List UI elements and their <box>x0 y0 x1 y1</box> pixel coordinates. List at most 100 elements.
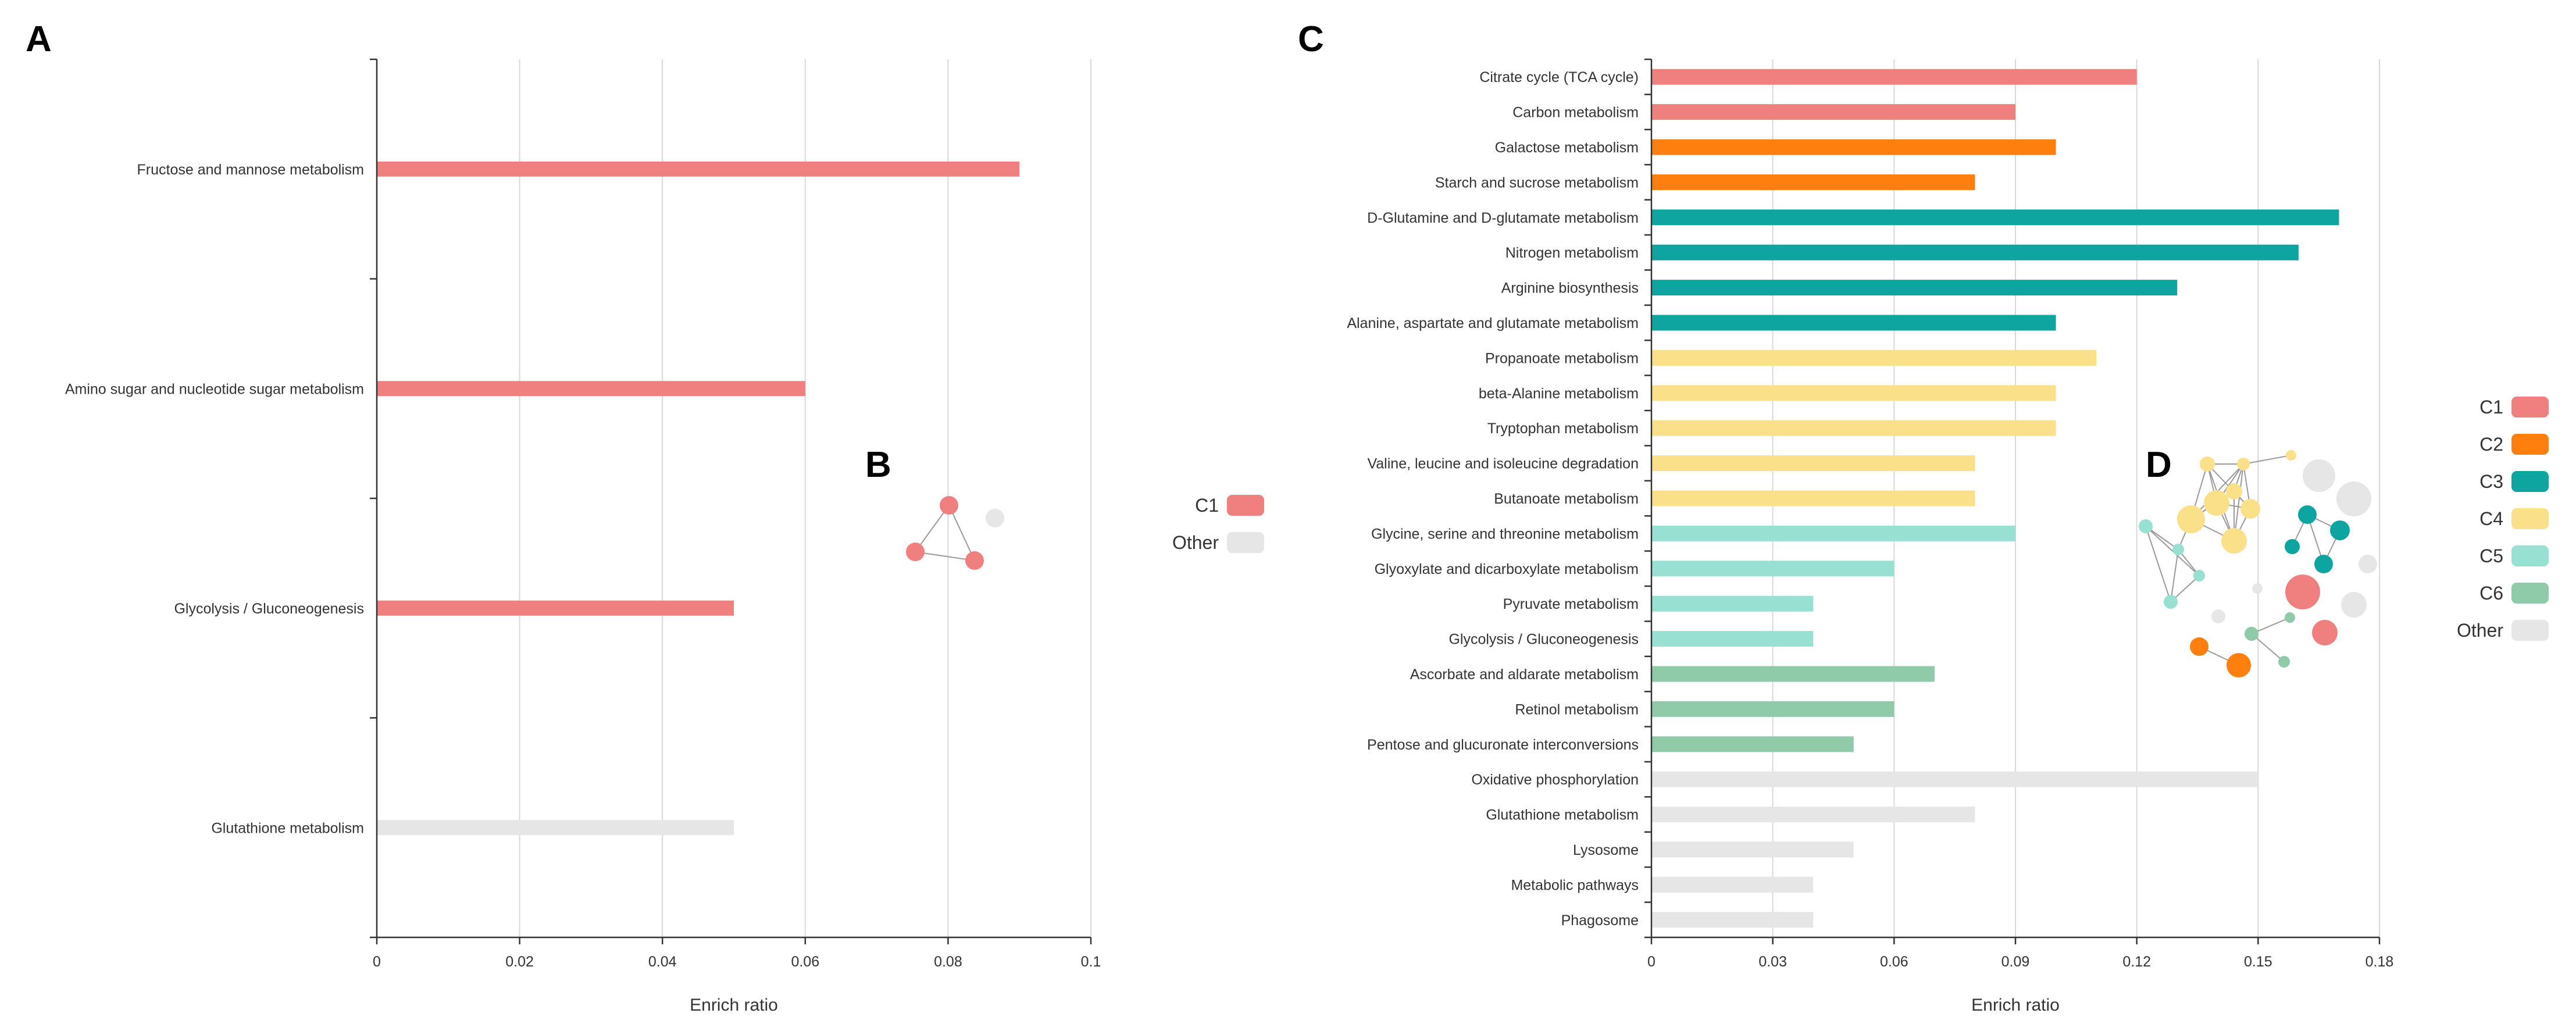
network-d-edge <box>2170 549 2179 602</box>
chart-c-bars <box>1651 69 2339 928</box>
bar <box>1651 104 2015 120</box>
bar <box>377 381 805 397</box>
bar <box>1651 420 2056 436</box>
category-label: Fructose and mannose metabolism <box>137 162 364 178</box>
network-d-node <box>2278 656 2290 668</box>
chart-c-axes <box>1644 58 2381 944</box>
x-tick-label: 0 <box>373 954 381 970</box>
legend-swatch <box>2511 471 2549 492</box>
bar <box>1651 631 1814 647</box>
chart-c: 0 0.03 0.06 0.09 0.12 0.15 0.18 Citrate cycle (… <box>1347 58 2393 1015</box>
legend-swatch <box>2511 397 2549 418</box>
network-d-node <box>2336 481 2371 516</box>
bar <box>1651 876 1814 893</box>
bar <box>1651 244 2299 261</box>
network-d-node <box>2164 595 2178 609</box>
chart-a-xlabel: Enrich ratio <box>690 996 778 1015</box>
bar <box>1651 69 2137 85</box>
network-d-node <box>2204 490 2229 516</box>
bar <box>1651 209 2339 226</box>
category-label: Glutathione metabolism <box>211 820 364 836</box>
chart-c-legend: C1 C2 C3 C4 C5 C6 Other <box>2457 397 2549 641</box>
category-label: Retinol metabolism <box>1515 701 1639 718</box>
network-d-edge <box>2234 463 2244 541</box>
chart-a-grid <box>519 59 1091 937</box>
category-label: D-Glutamine and D-glutamate metabolism <box>1367 210 1639 226</box>
network-b-edge <box>915 551 975 561</box>
network-b <box>906 496 1004 570</box>
x-tick-label: 0.08 <box>934 954 962 970</box>
category-label: Nitrogen metabolism <box>1505 245 1639 261</box>
legend-label: C5 <box>2479 545 2503 566</box>
network-d-node <box>2286 450 2296 461</box>
category-label: Galactose metabolism <box>1495 140 1639 156</box>
network-b-node <box>906 543 925 561</box>
category-label: Phagosome <box>1561 912 1639 929</box>
chart-c-labels: 0 0.03 0.06 0.09 0.12 0.15 0.18 Citrate cycle (… <box>1347 69 2393 970</box>
bar <box>1651 807 1975 823</box>
network-d-node <box>2341 592 2367 618</box>
x-tick-label: 0.15 <box>2244 954 2272 970</box>
bar <box>377 161 1020 177</box>
x-tick-label: 0.03 <box>1758 954 1787 970</box>
network-d-node <box>2177 505 2205 533</box>
category-label: Glycolysis / Gluconeogenesis <box>174 601 364 617</box>
chart-a-labels: 0 0.02 0.04 0.06 0.08 0.1 Fructose and mannose… <box>65 162 1101 970</box>
chart-a-legend: C1 Other <box>1172 495 1264 553</box>
bar <box>1651 280 2178 296</box>
bar <box>1651 490 1975 506</box>
legend-swatch <box>1227 495 1264 516</box>
x-tick-label: 0.02 <box>505 954 534 970</box>
network-d-node <box>2314 555 2333 573</box>
legend-label: C4 <box>2479 508 2503 529</box>
network-d-node <box>2285 575 2320 609</box>
bar <box>1651 595 1814 612</box>
legend-swatch <box>2511 545 2549 566</box>
category-label: Glyoxylate and dicarboxylate metabolism <box>1375 561 1639 577</box>
network-d-node <box>2285 612 2295 623</box>
category-label: Lysosome <box>1573 842 1639 858</box>
legend-label: C6 <box>2479 583 2503 604</box>
category-label: beta-Alanine metabolism <box>1479 386 1639 402</box>
bar <box>1651 561 1894 577</box>
bar <box>1651 525 2015 541</box>
category-label: Glutathione metabolism <box>1486 807 1639 823</box>
panel-letter-a: A <box>26 19 52 59</box>
bar <box>1651 385 2056 401</box>
panel-letter-b: B <box>865 445 891 485</box>
bar <box>377 600 734 616</box>
category-label: Metabolic pathways <box>1511 877 1639 893</box>
category-label: Carbon metabolism <box>1512 105 1639 121</box>
legend-swatch <box>2511 434 2549 455</box>
legend-label: C3 <box>2479 471 2503 492</box>
network-d-node <box>2237 458 2250 470</box>
network-b-node <box>986 509 1004 527</box>
chart-c-xlabel: Enrich ratio <box>1971 996 2060 1015</box>
x-tick-label: 0.18 <box>2366 954 2394 970</box>
category-label: Oxidative phosphorylation <box>1471 772 1639 788</box>
bar <box>1651 736 1854 752</box>
bar <box>1651 315 2056 331</box>
network-b-node <box>940 496 958 515</box>
category-label: Alanine, aspartate and glutamate metabol… <box>1347 315 1639 331</box>
legend-label: C1 <box>2479 397 2503 418</box>
chart-a-bars <box>377 161 1020 836</box>
category-label: Arginine biosynthesis <box>1501 280 1639 297</box>
bar <box>1651 455 1975 472</box>
network-d-node <box>2226 483 2242 500</box>
category-label: Tryptophan metabolism <box>1487 420 1639 437</box>
category-label: Ascorbate and aldarate metabolism <box>1410 666 1639 683</box>
network-d-node <box>2359 555 2377 573</box>
x-tick-label: 0.1 <box>1081 954 1101 970</box>
bar <box>1651 139 2056 155</box>
x-tick-label: 0.04 <box>648 954 677 970</box>
panel-letter-c: C <box>1298 19 1324 59</box>
category-label: Pentose and glucuronate interconversions <box>1367 737 1639 753</box>
bar <box>1651 841 1854 858</box>
network-d-node <box>2285 539 2300 554</box>
category-label: Glycine, serine and threonine metabolism <box>1371 526 1639 542</box>
category-label: Starch and sucrose metabolism <box>1435 174 1639 191</box>
network-d-node <box>2245 627 2259 641</box>
legend-label: C2 <box>2479 434 2503 455</box>
legend-label: Other <box>1172 532 1219 553</box>
